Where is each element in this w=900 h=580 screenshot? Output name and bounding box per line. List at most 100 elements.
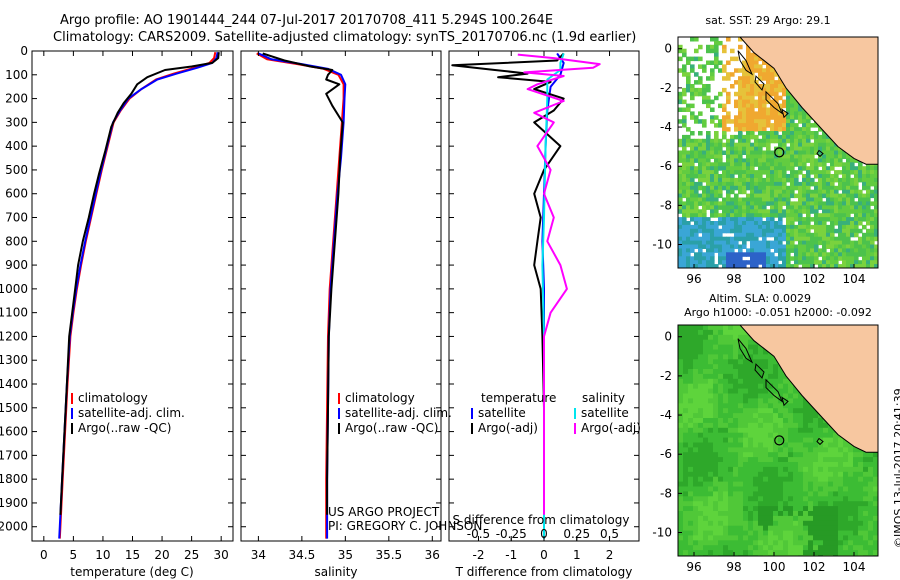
map-cell [753,403,759,409]
map-cell [726,213,731,218]
map-cell [823,530,829,537]
map-cell [838,511,844,517]
map-cell [748,530,754,537]
map-x-tick-label: 96 [686,272,701,286]
map-cell [758,398,764,404]
map-cell [866,244,871,249]
map-cell [714,44,719,50]
map-cell [834,256,839,261]
map-cell [768,466,774,473]
y-tick-label: 1800 [0,472,28,486]
map-cell [703,515,709,522]
map-cell [790,103,795,109]
map-cell [682,158,687,163]
map-cell [762,205,767,210]
map-cell [726,162,731,167]
map-cell [722,185,727,191]
map-cell [698,181,703,187]
map-cell [774,84,779,89]
map-cell [708,418,714,424]
map-cell [830,264,835,268]
map-cell [713,413,719,419]
y-tick-label: 700 [5,211,28,225]
map-cell [713,491,719,497]
map-cell [742,252,747,257]
map-cell [708,530,714,537]
map-cell [834,209,839,214]
map-cell [678,264,683,268]
map-cell [683,422,689,429]
map-cell [826,205,831,210]
map-cell [750,228,755,234]
map-cell [758,197,763,202]
map-cell [678,91,683,97]
map-cell [710,244,715,249]
map-cell [726,217,731,222]
map-cell [788,545,794,551]
map-cell [718,511,724,517]
map-cell [730,174,735,179]
map-cell [853,476,859,483]
map-cell [698,466,704,473]
map-cell [810,162,815,167]
map-cell [838,205,843,210]
map-cell [710,154,715,159]
map-cell [794,256,799,261]
map-cell [814,197,819,202]
map-cell [694,209,699,214]
map-cell [678,354,684,360]
map-cell [683,388,689,395]
map-cell [698,185,703,191]
map-cell [806,166,811,171]
map-cell [803,486,809,492]
map-cell [790,138,795,144]
float-position-marker [774,147,785,158]
map-cell [830,146,835,152]
map-cell [768,511,774,517]
map-cell [790,181,795,187]
map-cell [703,540,709,546]
map-cell [766,213,771,218]
map-cell [786,248,791,253]
map-cell [714,177,719,183]
map-cell [693,550,699,556]
map-cell [873,511,878,517]
map-cell [814,201,819,206]
map-cell [790,189,795,195]
map-cell [758,248,763,253]
map-cell [748,388,754,395]
map-cell [763,486,769,492]
map-cell [808,496,814,502]
map-cell [858,462,864,468]
map-cell [703,452,709,458]
map-cell [708,339,714,346]
map-cell [748,462,754,468]
map-cell [708,364,714,370]
map-cell [806,174,811,179]
map-cell [808,515,814,522]
map-cell [798,506,804,512]
map-cell [678,388,684,395]
map-cell [826,244,831,249]
map-cell [814,162,819,167]
map-cell [774,174,779,179]
map-cell [728,427,734,434]
map-cell [823,476,829,483]
map-cell [810,177,815,183]
map-cell [728,359,734,365]
map-cell [723,413,729,419]
map-cell [778,535,784,541]
map-cell [822,177,827,183]
map-cell [793,457,799,463]
map-cell [758,520,764,527]
map-cell [733,506,739,512]
map-cell [703,511,709,517]
legend-label: Argo(..raw -QC) [78,421,171,435]
map-cell [790,107,795,112]
map-cell [798,213,803,218]
map-cell [738,452,744,458]
map-cell [813,437,819,444]
map-cell [714,131,719,136]
map-cell [723,339,729,346]
map-cell [782,154,787,159]
